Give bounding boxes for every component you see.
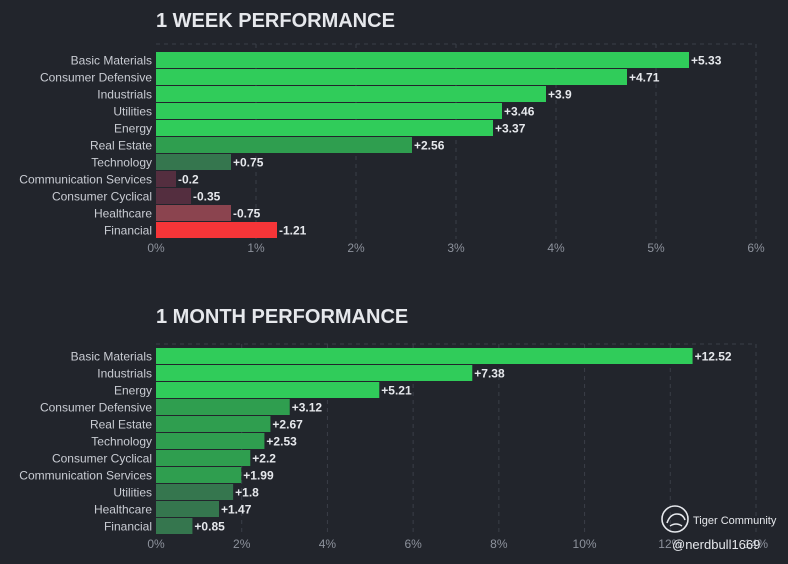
category-label: Industrials: [97, 88, 152, 102]
category-label: Basic Materials: [71, 350, 152, 364]
chart-title: 1 WEEK PERFORMANCE: [156, 10, 395, 32]
x-tick-label: 10%: [573, 537, 597, 551]
bar: [156, 501, 219, 517]
month-performance-chart: 1 MONTH PERFORMANCE 0% 2% 4% 6% 8% 10% 12% 14% Ba…: [19, 306, 768, 551]
value-label: +3.12: [292, 401, 323, 415]
value-label: +0.85: [194, 520, 225, 534]
bar: [156, 365, 473, 381]
category-label: Financial: [104, 224, 152, 238]
x-tick-label: 6%: [404, 537, 422, 551]
watermark: Tiger Community @nerdbull1669: [661, 505, 777, 552]
watermark-handle: @nerdbull1669: [672, 537, 760, 552]
bar: [156, 52, 689, 68]
value-label: +2.67: [272, 418, 303, 432]
bar: [156, 484, 234, 500]
category-label: Technology: [91, 156, 152, 170]
bar: [156, 171, 176, 187]
bar: [156, 86, 546, 102]
bar: [156, 154, 231, 170]
bar: [156, 416, 271, 432]
value-label: +3.46: [504, 105, 535, 119]
category-label: Consumer Defensive: [40, 401, 152, 415]
bar: [156, 433, 265, 449]
value-label: +3.9: [548, 88, 572, 102]
value-label: +7.38: [474, 367, 505, 381]
category-label: Real Estate: [90, 139, 152, 153]
value-label: +2.53: [266, 435, 297, 449]
category-label: Real Estate: [90, 418, 152, 432]
bar: [156, 69, 627, 85]
value-label: +3.37: [495, 122, 526, 136]
bar: [156, 137, 412, 153]
value-label: -1.21: [279, 224, 307, 238]
category-label: Communication Services: [19, 173, 152, 187]
bar: [156, 188, 191, 204]
value-label: -0.35: [193, 190, 221, 204]
bar: [156, 399, 290, 415]
category-label: Healthcare: [94, 207, 152, 221]
x-tick-label: 1%: [247, 241, 265, 255]
category-label: Technology: [91, 435, 152, 449]
x-tick-label: 3%: [447, 241, 465, 255]
bar: [156, 518, 193, 534]
value-label: +2.56: [414, 139, 445, 153]
x-tick-label: 2%: [233, 537, 251, 551]
bar: [156, 103, 502, 119]
category-label: Energy: [114, 384, 152, 398]
bar: [156, 382, 380, 398]
value-label: +1.99: [243, 469, 274, 483]
value-label: +1.47: [221, 503, 252, 517]
x-tick-label: 0%: [147, 241, 165, 255]
x-tick-label: 2%: [347, 241, 365, 255]
x-tick-label: 0%: [147, 537, 165, 551]
value-label: +2.2: [252, 452, 276, 466]
bar: [156, 467, 242, 483]
x-tick-label: 5%: [647, 241, 665, 255]
x-tick-label: 8%: [490, 537, 508, 551]
tiger-logo-icon: [661, 505, 689, 533]
value-label: +0.75: [233, 156, 264, 170]
value-label: -0.2: [178, 173, 199, 187]
category-label: Financial: [104, 520, 152, 534]
category-label: Communication Services: [19, 469, 152, 483]
category-label: Utilities: [113, 486, 152, 500]
bar: [156, 120, 493, 136]
category-label: Industrials: [97, 367, 152, 381]
chart-title: 1 MONTH PERFORMANCE: [156, 306, 408, 328]
value-label: +1.8: [235, 486, 259, 500]
category-label: Utilities: [113, 105, 152, 119]
value-label: +12.52: [695, 350, 732, 364]
value-label: +4.71: [629, 71, 660, 85]
x-tick-label: 12%: [658, 537, 682, 551]
x-tick-label: 6%: [747, 241, 765, 255]
x-tick-label: 4%: [547, 241, 565, 255]
value-label: -0.75: [233, 207, 261, 221]
category-label: Healthcare: [94, 503, 152, 517]
value-label: +5.21: [381, 384, 412, 398]
value-label: +5.33: [691, 54, 722, 68]
category-label: Consumer Defensive: [40, 71, 152, 85]
x-tick-label: 4%: [319, 537, 337, 551]
bar: [156, 450, 251, 466]
week-performance-chart: 1 WEEK PERFORMANCE 0% 1% 2% 3% 4% 5% 6% Basic Ma…: [19, 10, 765, 255]
category-label: Consumer Cyclical: [52, 452, 152, 466]
category-label: Consumer Cyclical: [52, 190, 152, 204]
bar: [156, 348, 693, 364]
x-tick-label: 14%: [744, 537, 768, 551]
bar: [156, 205, 231, 221]
category-label: Basic Materials: [71, 54, 152, 68]
category-label: Energy: [114, 122, 152, 136]
bar: [156, 222, 277, 238]
watermark-brand: Tiger Community: [693, 515, 777, 527]
